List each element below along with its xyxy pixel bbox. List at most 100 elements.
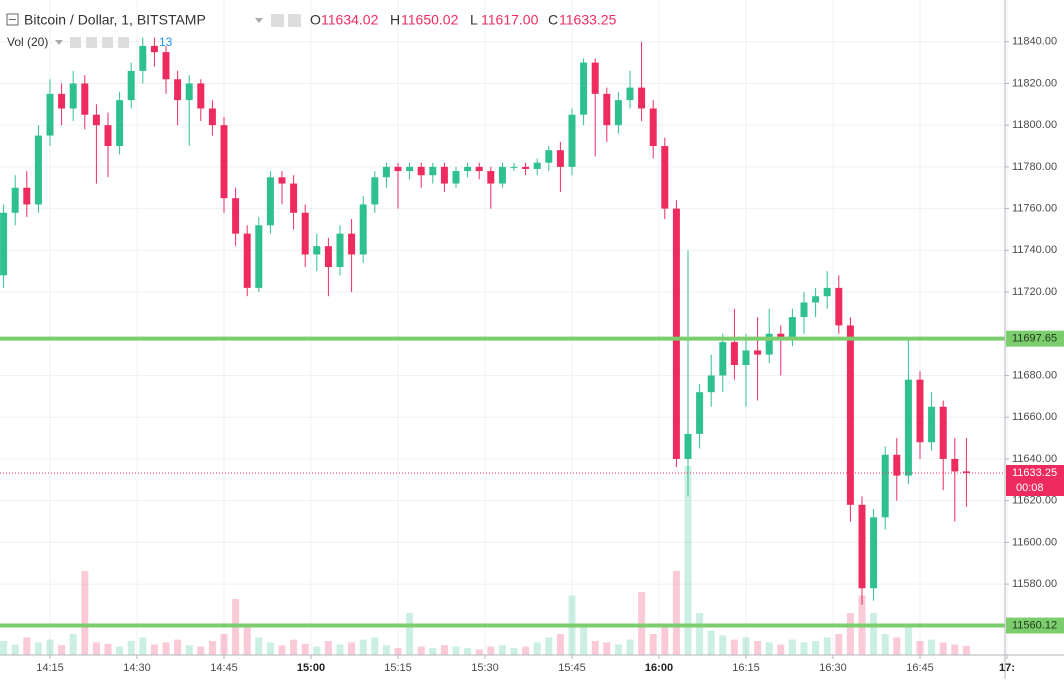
candle-body: [904, 379, 912, 476]
volume-bar: [162, 642, 170, 655]
candle-body: [139, 45, 147, 71]
candle-body: [23, 187, 31, 205]
candle-body: [626, 87, 634, 101]
ohlc-value: 11633.25: [559, 12, 617, 28]
volume-bar: [417, 646, 425, 655]
ohlc-key: O: [310, 12, 321, 28]
candle-body: [846, 325, 854, 505]
volume-bar: [69, 634, 77, 655]
volume-bar: [893, 637, 901, 655]
volume-bar: [324, 641, 332, 655]
y-tick-label: 11800.00: [1012, 119, 1057, 131]
volume-bar: [116, 646, 124, 655]
level-label-box: [1006, 330, 1064, 347]
volume-bar: [150, 644, 158, 655]
x-tick-label: 15:30: [471, 662, 499, 674]
volume-bar: [777, 644, 785, 655]
candle-body: [684, 433, 692, 459]
volume-bar: [672, 571, 680, 655]
volume-bar: [765, 642, 773, 655]
candle-body: [568, 114, 576, 167]
candle-body: [394, 166, 402, 172]
candle-body: [545, 150, 553, 163]
candle-body: [371, 177, 379, 205]
volume-bar: [46, 639, 54, 655]
volume-bar: [800, 642, 808, 655]
candle-body: [266, 177, 274, 226]
last-price-label: 11633.25: [1012, 467, 1057, 479]
volume-panel: [0, 466, 970, 655]
candle-body: [893, 454, 901, 476]
volume-title: Vol (20): [7, 35, 48, 49]
ohlc-key: L: [470, 12, 478, 28]
x-tick-label: 14:15: [36, 662, 64, 674]
settings-icon[interactable]: [271, 14, 284, 27]
volume-bar: [614, 644, 622, 655]
candle-body: [232, 198, 240, 234]
x-tick-label: 17:: [999, 662, 1015, 674]
volume-icon[interactable]: [70, 37, 81, 48]
candle-body: [498, 166, 506, 184]
x-tick-label: 14:45: [210, 662, 238, 674]
candle-body: [777, 333, 785, 338]
title-dropdown[interactable]: [255, 18, 263, 23]
volume-bar: [243, 627, 251, 655]
volume-bar: [951, 644, 959, 655]
candle-body: [243, 233, 251, 288]
volume-bar: [812, 641, 820, 655]
candle-body: [487, 171, 495, 184]
collapse-icon[interactable]: [6, 13, 19, 26]
volume-bar: [788, 639, 796, 655]
volume-bar: [730, 639, 738, 655]
level-label: 11560.12: [1012, 619, 1057, 631]
volume-icon[interactable]: [118, 37, 129, 48]
volume-icon[interactable]: [86, 37, 97, 48]
candle-body: [336, 233, 344, 268]
volume-bar: [545, 637, 553, 655]
volume-bar: [359, 639, 367, 655]
candle-body: [939, 406, 947, 459]
ohlc-key: H: [390, 12, 400, 28]
candle-body: [406, 166, 414, 172]
countdown: 00:08: [1016, 482, 1044, 494]
candle-body: [34, 135, 42, 205]
x-tick-label: 15:15: [384, 662, 412, 674]
volume-bar: [719, 635, 727, 655]
candle-body: [835, 287, 843, 326]
candle-body: [661, 146, 669, 209]
candles: [0, 37, 970, 605]
level-label-box: [1006, 617, 1064, 634]
volume-bar: [348, 642, 356, 655]
volume-bar: [58, 645, 66, 655]
candle-body: [324, 246, 332, 268]
y-tick-label: 11780.00: [1012, 161, 1057, 173]
candle-body: [730, 342, 738, 366]
candle-body: [580, 62, 588, 115]
candle-body: [951, 458, 959, 472]
candle-body: [754, 350, 762, 355]
candle-body: [174, 79, 182, 101]
x-tick-label: 16:00: [645, 662, 673, 674]
level-label: 11697.65: [1012, 333, 1057, 345]
candle-body: [800, 302, 808, 318]
volume-bar: [522, 646, 530, 655]
candle-body: [696, 392, 704, 434]
volume-bar: [394, 648, 402, 655]
volume-bar: [696, 613, 704, 655]
hide-icon[interactable]: [288, 14, 301, 27]
volume-bar: [139, 637, 147, 655]
last-price-box: [1006, 464, 1064, 496]
candle-body: [522, 166, 530, 169]
volume-dropdown[interactable]: [55, 40, 63, 45]
candle-body: [812, 296, 820, 303]
volume-icon[interactable]: [102, 37, 113, 48]
candle-body: [185, 83, 193, 101]
volume-bar: [835, 634, 843, 655]
volume-bar: [916, 641, 924, 655]
x-tick-label: 14:30: [123, 662, 151, 674]
volume-bar: [649, 634, 657, 655]
x-tick-label: 15:00: [297, 662, 325, 674]
candle-body: [916, 379, 924, 443]
candle-body: [278, 177, 286, 184]
candle-body: [614, 100, 622, 126]
